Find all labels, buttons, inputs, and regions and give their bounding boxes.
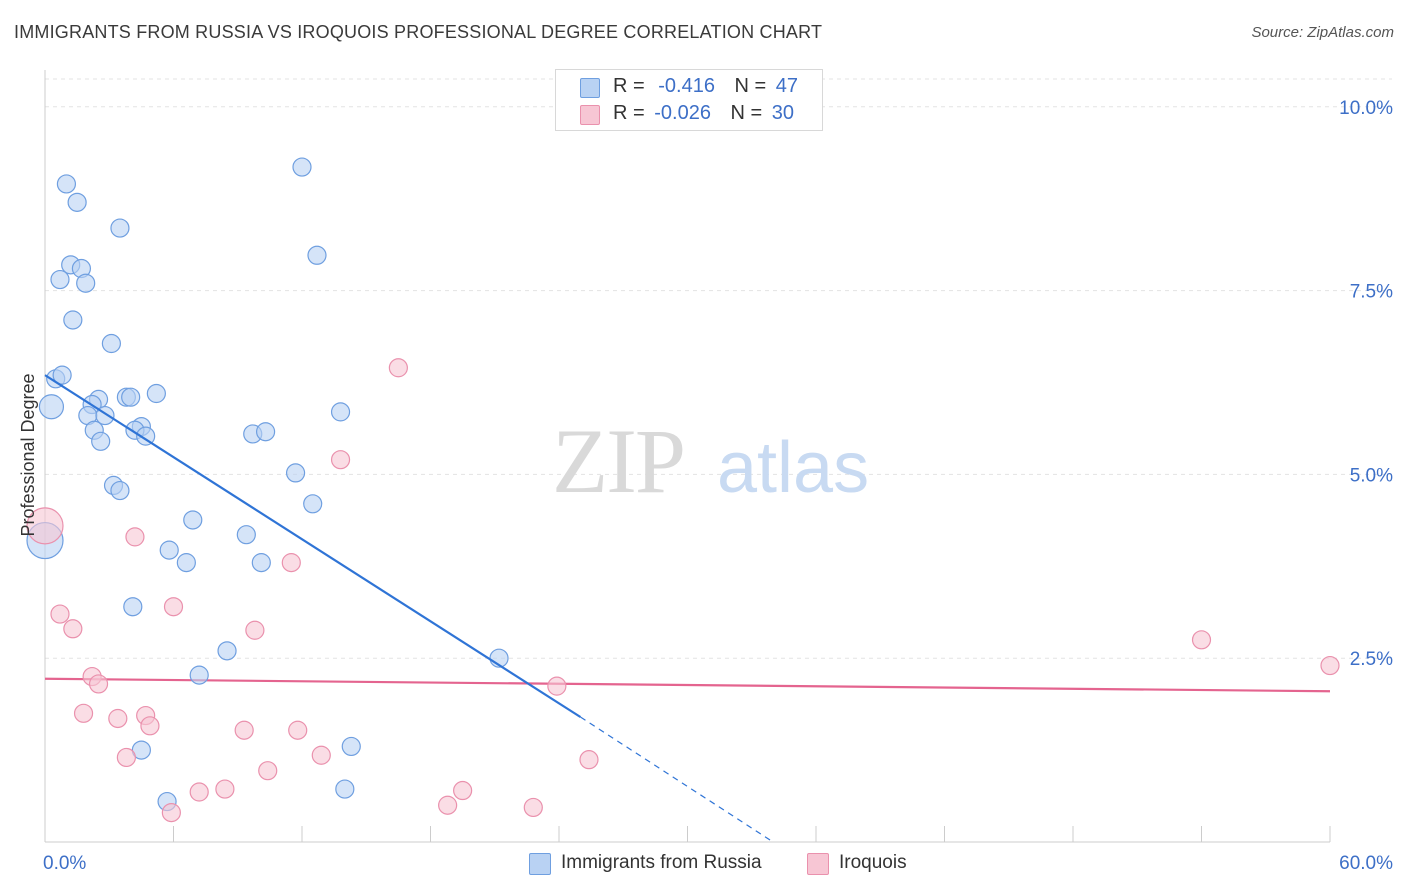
point-russia-36 [307, 245, 327, 265]
point-iroquois-29 [1320, 655, 1340, 676]
point-russia-8 [101, 333, 121, 354]
point-iroquois-5 [73, 703, 94, 723]
bottom-legend-label-iroquois: Iroquois [839, 852, 907, 873]
y-tick-label-2: 7.5% [1350, 282, 1393, 303]
point-russia-5 [50, 269, 70, 290]
point-iroquois-6 [108, 708, 128, 729]
point-iroquois-1 [50, 604, 70, 624]
point-iroquois-26 [547, 676, 567, 696]
tick-labels: 2.5% 5.0% 7.5% 10.0% 0.0% 60.0% [43, 98, 1393, 874]
legend-russia-r-label: R = [613, 75, 645, 97]
bottom-legend-swatch-russia [529, 853, 551, 875]
point-iroquois-20 [311, 745, 331, 765]
point-russia-31 [123, 597, 143, 617]
correlation-legend: R = -0.416 N = 47 R = -0.026 N = 30 [555, 69, 823, 131]
point-russia-42 [335, 779, 355, 799]
bottom-legend-swatch-iroquois [807, 853, 829, 875]
point-russia-40 [303, 494, 323, 514]
point-russia-27 [159, 540, 179, 560]
point-russia-37 [292, 157, 312, 177]
y-tick-label-1: 5.0% [1350, 465, 1393, 486]
point-iroquois-0 [26, 507, 64, 545]
watermark: ZIP atlas [552, 410, 869, 512]
point-russia-41 [341, 736, 361, 757]
point-russia-7 [63, 310, 83, 330]
watermark-zip: ZIP [552, 410, 684, 512]
point-russia-44 [255, 422, 276, 442]
x-tick-label-min: 0.0% [43, 853, 86, 874]
point-iroquois-14 [215, 779, 235, 799]
point-russia-10 [52, 365, 72, 385]
trend-russia-solid [44, 374, 582, 718]
chart-title: IMMIGRANTS FROM RUSSIA VS IROQUOIS PROFE… [14, 22, 823, 42]
point-russia-22 [91, 431, 111, 451]
point-iroquois-2 [63, 619, 83, 639]
point-russia-39 [285, 463, 306, 483]
legend-iroquois-r-value: -0.026 [654, 102, 711, 124]
point-iroquois-17 [258, 761, 278, 781]
point-russia-16 [38, 394, 65, 420]
trend-line-iroquois [44, 677, 1331, 693]
point-russia-28 [176, 553, 196, 573]
x-tick-label-max: 60.0% [1339, 853, 1393, 874]
point-iroquois-10 [140, 716, 160, 736]
point-iroquois-12 [163, 597, 184, 617]
point-iroquois-8 [125, 527, 145, 547]
point-iroquois-13 [189, 782, 209, 802]
y-axis-label: Professional Degree [18, 373, 38, 536]
point-iroquois-16 [245, 620, 265, 640]
grid-lines [45, 78, 1392, 659]
point-iroquois-21 [330, 450, 351, 470]
y-tick-label-0: 2.5% [1350, 649, 1393, 670]
legend-russia-n-label: N = [734, 75, 767, 97]
point-iroquois-4 [88, 674, 109, 694]
watermark-atlas: atlas [717, 428, 869, 508]
legend-russia-r-value: -0.416 [658, 75, 715, 97]
point-iroquois-15 [234, 720, 254, 740]
point-iroquois-25 [523, 797, 543, 818]
point-iroquois-19 [288, 720, 308, 740]
legend-iroquois-n-value: 30 [771, 102, 795, 124]
point-russia-0 [56, 174, 77, 194]
legend-russia-n-value: 47 [775, 75, 799, 97]
trend-russia-dashed [580, 716, 774, 843]
legend-swatch-russia [580, 78, 600, 98]
point-russia-32 [217, 641, 237, 661]
point-iroquois-28 [1191, 630, 1212, 650]
point-russia-26 [183, 510, 203, 530]
point-iroquois-27 [579, 750, 599, 770]
bottom-legend-label-russia: Immigrants from Russia [561, 852, 762, 873]
point-russia-14 [121, 387, 141, 407]
point-iroquois-11 [161, 802, 181, 823]
data-points [26, 157, 1340, 823]
trend-iroquois-solid [44, 677, 1331, 693]
y-tick-label-3: 10.0% [1339, 98, 1393, 119]
point-russia-1 [67, 192, 87, 212]
point-russia-30 [251, 553, 271, 573]
legend-iroquois-r-label: R = [613, 102, 645, 124]
trend-line-russia [44, 374, 774, 843]
point-russia-25 [110, 480, 130, 501]
point-russia-6 [76, 273, 96, 293]
point-iroquois-7 [116, 747, 136, 768]
point-iroquois-23 [438, 795, 458, 815]
point-iroquois-22 [388, 358, 408, 378]
point-russia-11 [146, 383, 166, 404]
source-credit: Source: ZipAtlas.com [1251, 24, 1394, 41]
point-russia-29 [236, 525, 256, 545]
point-russia-33 [189, 665, 209, 685]
point-russia-23 [136, 426, 156, 446]
point-iroquois-18 [281, 553, 301, 573]
point-iroquois-24 [453, 780, 473, 801]
point-russia-2 [110, 218, 130, 238]
legend-swatch-iroquois [580, 105, 600, 125]
axes [44, 70, 1331, 843]
legend-iroquois-n-label: N = [730, 102, 763, 124]
point-russia-38 [330, 402, 351, 422]
